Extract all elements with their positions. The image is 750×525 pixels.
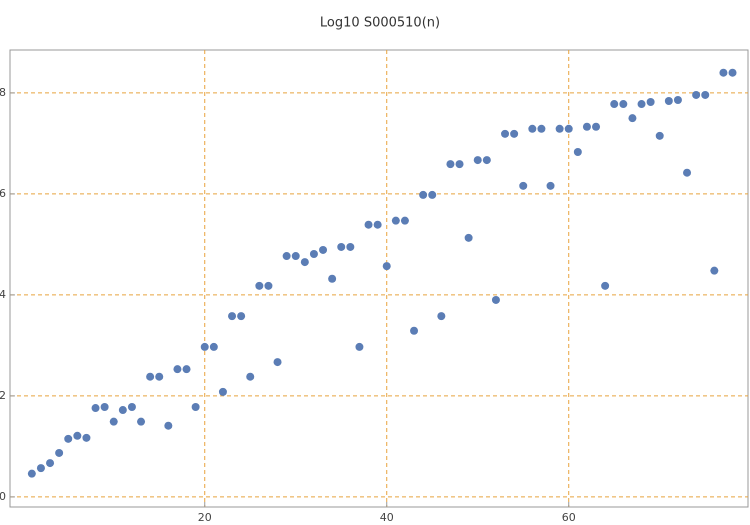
point	[673, 95, 682, 104]
point	[373, 220, 382, 229]
point	[246, 372, 255, 381]
y-tick-label: 0	[0, 490, 6, 503]
point	[36, 464, 45, 473]
point	[309, 250, 318, 259]
y-tick-label: 6	[0, 187, 6, 200]
point	[437, 312, 446, 321]
point	[27, 469, 36, 478]
point	[118, 406, 127, 415]
point	[319, 245, 328, 254]
point	[464, 233, 473, 242]
point	[191, 403, 200, 412]
point	[446, 160, 455, 169]
point	[610, 100, 619, 109]
point	[200, 342, 209, 351]
point	[555, 124, 564, 133]
point	[701, 90, 710, 99]
plot-frame	[9, 49, 749, 508]
point	[337, 242, 346, 251]
point	[164, 421, 173, 430]
point	[146, 372, 155, 381]
point	[564, 124, 573, 133]
point	[127, 403, 136, 412]
point	[137, 417, 146, 426]
point	[573, 148, 582, 157]
point	[328, 274, 337, 283]
point	[100, 403, 109, 412]
point	[510, 129, 519, 138]
point	[601, 281, 610, 290]
point	[528, 124, 537, 133]
point	[364, 220, 373, 229]
point	[228, 312, 237, 321]
point	[264, 281, 273, 290]
point	[82, 433, 91, 442]
point	[491, 295, 500, 304]
point	[64, 434, 73, 443]
point	[628, 114, 637, 123]
x-tick-label: 60	[562, 511, 576, 524]
point	[537, 124, 546, 133]
point	[719, 68, 728, 77]
point	[73, 431, 82, 440]
point	[710, 266, 719, 275]
point	[218, 387, 227, 396]
point	[346, 242, 355, 251]
point	[410, 326, 419, 335]
point	[519, 181, 528, 190]
point	[382, 262, 391, 271]
point	[592, 122, 601, 131]
point	[428, 190, 437, 199]
y-tick-label: 2	[0, 389, 6, 402]
point	[255, 281, 264, 290]
x-tick-label: 20	[198, 511, 212, 524]
point	[173, 365, 182, 374]
point	[300, 258, 309, 267]
point	[646, 98, 655, 107]
point	[664, 97, 673, 106]
x-tick-label: 40	[380, 511, 394, 524]
point	[582, 122, 591, 131]
point	[546, 181, 555, 190]
point	[46, 459, 55, 468]
point	[655, 131, 664, 140]
point	[473, 156, 482, 165]
chart-title: Log10 S000510(n)	[320, 16, 440, 31]
point	[55, 448, 64, 457]
point	[91, 404, 100, 413]
point	[355, 342, 364, 351]
point	[400, 216, 409, 225]
y-tick-label: 8	[0, 86, 6, 99]
point	[683, 168, 692, 177]
point	[282, 252, 291, 261]
point	[419, 190, 428, 199]
point	[182, 365, 191, 374]
point	[109, 417, 118, 426]
point	[728, 68, 737, 77]
point	[692, 90, 701, 99]
point	[455, 160, 464, 169]
point	[291, 252, 300, 261]
y-tick-label: 4	[0, 288, 6, 301]
point	[391, 216, 400, 225]
point	[209, 342, 218, 351]
point	[155, 372, 164, 381]
point	[482, 156, 491, 165]
point	[501, 129, 510, 138]
point	[619, 100, 628, 109]
point	[237, 312, 246, 321]
point	[273, 358, 282, 367]
point	[637, 100, 646, 109]
